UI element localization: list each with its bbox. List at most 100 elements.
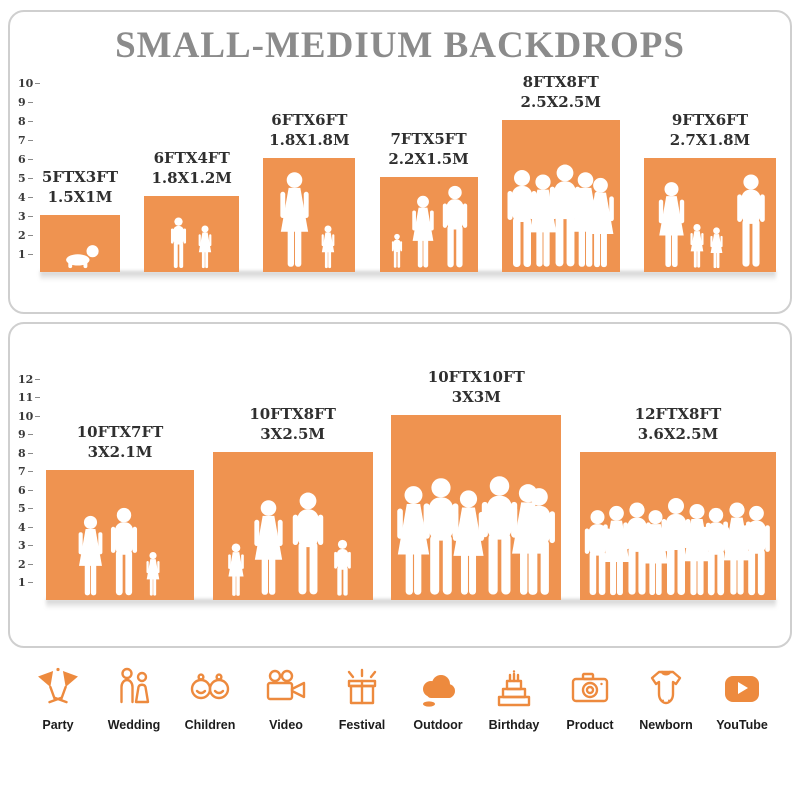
size-label-m: 2.2X1.5M xyxy=(388,149,469,168)
size-label: 5FTX3FT 1.5X1M xyxy=(42,168,118,207)
children-icon xyxy=(186,664,234,712)
festival-icon xyxy=(338,664,386,712)
size-label-ft: 10FTX7FT xyxy=(76,423,164,441)
ruler-bottom: 1 2 3 4 5 6 7 8 9 10 11 12 xyxy=(18,372,44,600)
axis-tick: 8 xyxy=(18,447,33,460)
axis-tick: 2 xyxy=(18,229,33,242)
panel-large: 1 2 3 4 5 6 7 8 9 10 11 12 10FTX7FT 3X2.… xyxy=(8,322,792,648)
silhouette-baby xyxy=(58,243,102,269)
silhouette-woman xyxy=(654,181,689,269)
silhouette-man xyxy=(106,507,142,597)
backdrop-item: 10FTX7FT 3X2.1M xyxy=(46,423,194,600)
backdrop-item: 7FTX5FT 2.2X1.5M xyxy=(379,130,478,272)
axis-tick: 3 xyxy=(18,539,33,552)
wedding-icon xyxy=(110,664,158,712)
silhouette-girl xyxy=(319,225,337,269)
backdrop-item: 6FTX6FT 1.8X1.8M xyxy=(263,111,356,272)
category-label: Outdoor xyxy=(413,718,463,732)
axis-tick: 6 xyxy=(18,484,33,497)
backdrop-bar xyxy=(391,415,562,600)
birthday-icon xyxy=(490,664,538,712)
silhouette-woman xyxy=(74,515,107,597)
backdrop-item: 12FTX8FT 3.6X2.5M xyxy=(579,405,776,600)
backdrop-bar xyxy=(379,177,478,272)
axis-tick: 9 xyxy=(18,96,33,109)
category-newborn: Newborn xyxy=(630,664,702,732)
backdrop-item: 9FTX6FT 2.7X1.8M xyxy=(643,111,776,272)
silhouette-woman xyxy=(275,171,314,269)
category-video: Video xyxy=(250,664,322,732)
backdrop-item: 10FTX8FT 3X2.5M xyxy=(212,405,373,600)
axis-tick: 5 xyxy=(18,172,33,185)
silhouette-woman xyxy=(408,195,438,269)
size-label-ft: 12FTX8FT xyxy=(634,405,722,423)
size-label-ft: 7FTX5FT xyxy=(390,130,467,148)
silhouette-boy xyxy=(331,539,354,597)
category-children: Children xyxy=(174,664,246,732)
axis-tick: 1 xyxy=(18,576,33,589)
axis-tick: 7 xyxy=(18,465,33,478)
outdoor-icon xyxy=(414,664,462,712)
category-outdoor: Outdoor xyxy=(402,664,474,732)
size-label-ft: 6FTX6FT xyxy=(271,111,348,129)
size-label-m: 3X2.5M xyxy=(260,424,326,443)
size-label-ft: 8FTX8FT xyxy=(522,73,599,91)
size-label: 10FTX8FT 3X2.5M xyxy=(249,405,336,444)
category-party: Party xyxy=(22,664,94,732)
size-label: 8FTX8FT 2.5X2.5M xyxy=(521,73,601,112)
axis-tick: 12 xyxy=(18,373,40,386)
size-label: 7FTX5FT 2.2X1.5M xyxy=(388,130,468,169)
backdrop-bars-bottom: 10FTX7FT 3X2.1M 10FTX8FT 3X2.5M xyxy=(46,368,776,600)
backdrop-bars-top: 5FTX3FT 1.5X1M 6FTX4FT 1.8X1.2M 6FTX6FT … xyxy=(40,73,776,272)
category-label: YouTube xyxy=(716,718,768,732)
silhouette-man xyxy=(287,491,329,597)
size-label-ft: 10FTX10FT xyxy=(427,368,525,386)
silhouette-man xyxy=(738,505,775,597)
axis-tick: 10 xyxy=(18,77,40,90)
category-birthday: Birthday xyxy=(478,664,550,732)
silhouette-girl xyxy=(708,227,725,269)
youtube-icon xyxy=(718,664,766,712)
backdrop-bar xyxy=(643,158,776,272)
size-label-ft: 9FTX6FT xyxy=(671,111,748,129)
backdrop-item: 6FTX4FT 1.8X1.2M xyxy=(144,149,240,272)
axis-tick: 4 xyxy=(18,191,33,204)
category-label: Newborn xyxy=(639,718,693,732)
category-product: Product xyxy=(554,664,626,732)
size-label-ft: 6FTX4FT xyxy=(153,149,230,167)
category-wedding: Wedding xyxy=(98,664,170,732)
size-label-m: 2.7X1.8M xyxy=(669,130,751,149)
size-label: 12FTX8FT 3.6X2.5M xyxy=(635,405,722,444)
silhouette-man xyxy=(517,487,561,597)
silhouette-boy xyxy=(168,217,189,269)
size-label: 10FTX7FT 3X2.1M xyxy=(77,423,164,462)
axis-tick: 1 xyxy=(18,248,33,261)
silhouette-girl xyxy=(688,223,706,269)
category-label: Festival xyxy=(338,718,386,732)
category-festival: Festival xyxy=(326,664,398,732)
size-label: 10FTX10FT 3X3M xyxy=(428,368,525,407)
silhouette-woman xyxy=(582,177,619,269)
backdrop-bar xyxy=(144,196,240,272)
size-label-ft: 10FTX8FT xyxy=(249,405,336,423)
size-label-m: 3.6X2.5M xyxy=(637,424,719,443)
size-label-m: 2.5X2.5M xyxy=(520,92,601,111)
page-title: SMALL-MEDIUM BACKDROPS xyxy=(115,25,685,66)
category-label: Birthday xyxy=(488,718,540,732)
category-label: Party xyxy=(42,718,74,732)
silhouette-girl xyxy=(144,551,162,597)
silhouette-girl xyxy=(225,543,247,597)
category-row: Party Wedding Children xyxy=(22,664,778,732)
axis-tick: 5 xyxy=(18,502,33,515)
axis-tick: 4 xyxy=(18,521,33,534)
floor-shadow xyxy=(46,599,776,609)
silhouette-man xyxy=(732,173,770,269)
axis-tick: 8 xyxy=(18,115,33,128)
panel-small-medium: SMALL-MEDIUM BACKDROPS 1 2 3 4 5 6 7 8 9… xyxy=(8,10,792,314)
backdrop-item: 8FTX8FT 2.5X2.5M xyxy=(501,73,620,272)
size-label-m: 1.5X1M xyxy=(47,187,113,206)
axis-tick: 6 xyxy=(18,153,33,166)
backdrop-bar xyxy=(263,158,356,272)
axis-tick: 11 xyxy=(18,391,40,404)
axis-tick: 3 xyxy=(18,210,33,223)
